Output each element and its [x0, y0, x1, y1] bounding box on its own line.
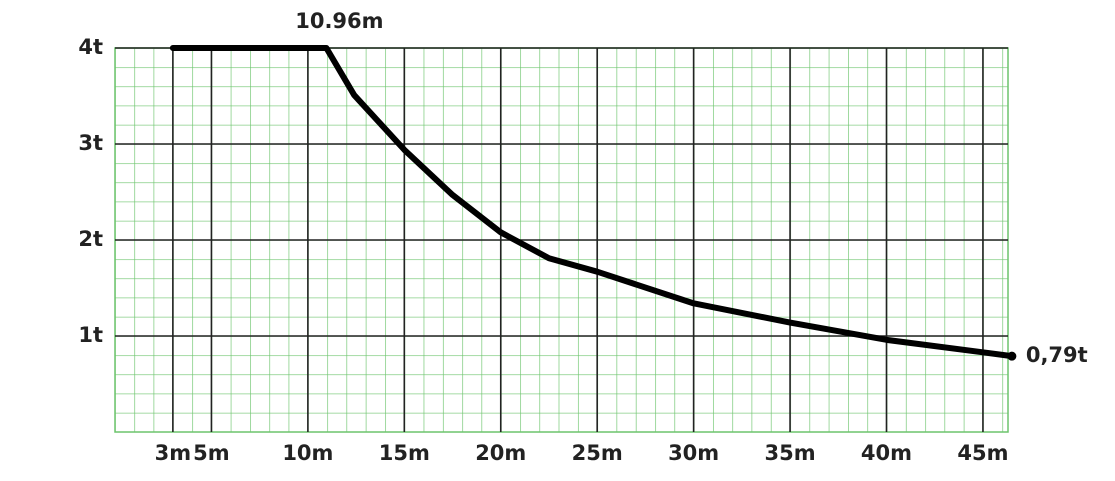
y-tick-label: 4t [78, 35, 103, 59]
x-tick-label: 25m [572, 441, 623, 465]
value-label: 0,79t [1026, 343, 1088, 367]
x-tick-label: 35m [764, 441, 815, 465]
x-tick-label: 3m [155, 441, 192, 465]
x-tick-label: 20m [475, 441, 526, 465]
x-tick-label: 45m [957, 441, 1008, 465]
y-tick-label: 2t [78, 227, 103, 251]
x-tick-label: 30m [668, 441, 719, 465]
x-tick-label: 5m [193, 441, 230, 465]
load-curve [169, 45, 1015, 360]
end-point [1007, 351, 1017, 361]
x-tick-label: 40m [861, 441, 912, 465]
x-value-label: 10.96m [295, 9, 383, 33]
y-tick-label: 1t [78, 323, 103, 347]
x-tick-label: 15m [379, 441, 430, 465]
y-tick-label: 3t [78, 131, 103, 155]
x-tick-label: 10m [282, 441, 333, 465]
